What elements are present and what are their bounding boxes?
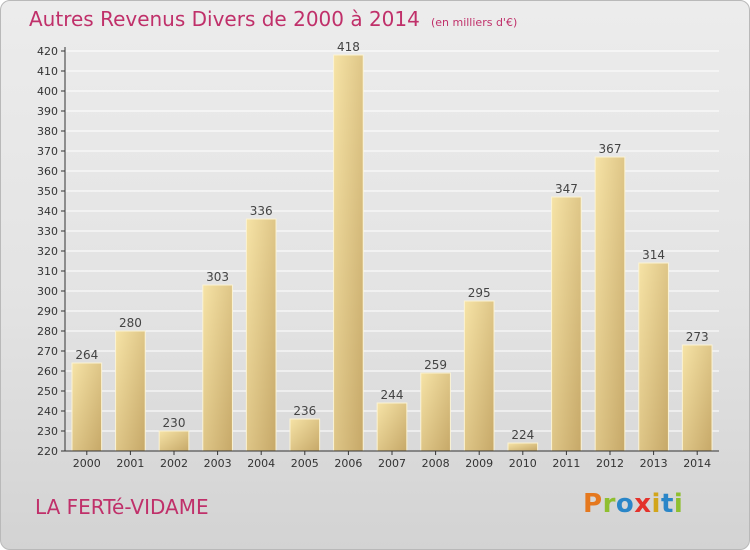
- bar: [420, 372, 451, 452]
- x-tick-label: 2003: [204, 457, 232, 470]
- y-tick-label: 360: [37, 165, 58, 178]
- x-axis: 2000 2001 2002 2003 2004 2005 2006 2007 2008 2009…: [65, 450, 719, 470]
- logo-letter: r: [602, 489, 616, 519]
- bar: [158, 430, 190, 452]
- bar-value-label: 230: [163, 416, 186, 430]
- x-tick-label: 2007: [378, 457, 406, 470]
- bar: [376, 402, 408, 452]
- bar: [71, 362, 103, 452]
- bar-value-label: 244: [381, 388, 404, 402]
- y-tick-label: 350: [37, 185, 58, 198]
- y-tick-label: 370: [37, 145, 58, 158]
- bar: [638, 262, 669, 452]
- logo-letter: P: [583, 489, 603, 519]
- bar: [681, 344, 713, 452]
- bar-value-label: 264: [75, 348, 98, 362]
- y-tick-label: 270: [37, 345, 58, 358]
- bar-value-label: 336: [250, 204, 273, 218]
- bar-value-label: 367: [599, 142, 622, 156]
- bar-value-label: 303: [206, 270, 229, 284]
- bar-value-label: 314: [642, 248, 665, 262]
- y-tick-label: 250: [37, 385, 58, 398]
- bar: [594, 156, 626, 452]
- y-tick-label: 220: [37, 445, 58, 458]
- bars: 264 280 230 303 336 236 418 244 259 295 224 347 367 3…: [71, 40, 713, 452]
- y-tick-label: 320: [37, 245, 58, 258]
- y-tick-label: 400: [37, 85, 58, 98]
- bar: [507, 442, 539, 452]
- bar-value-label: 347: [555, 182, 578, 196]
- x-tick-label: 2010: [509, 457, 537, 470]
- x-tick-label: 2009: [465, 457, 493, 470]
- x-tick-label: 2000: [73, 457, 101, 470]
- logo-letter: t: [660, 489, 674, 519]
- y-tick-label: 280: [37, 325, 58, 338]
- y-tick-label: 230: [37, 425, 58, 438]
- bar: [245, 218, 277, 452]
- bar-value-label: 418: [337, 40, 360, 54]
- bar: [463, 300, 495, 452]
- y-tick-label: 300: [37, 285, 58, 298]
- x-tick-label: 2008: [422, 457, 450, 470]
- chart-title: Autres Revenus Divers de 2000 à 2014 (en…: [29, 7, 517, 31]
- x-tick-label: 2006: [334, 457, 362, 470]
- y-tick-label: 240: [37, 405, 58, 418]
- logo-letter: i: [673, 489, 684, 519]
- bar-value-label: 224: [511, 428, 534, 442]
- logo-letter: x: [634, 489, 652, 519]
- logo-letter: i: [651, 489, 661, 519]
- y-tick-label: 410: [37, 65, 58, 78]
- chart-title-unit: (en milliers d'€): [430, 16, 518, 29]
- proxiti-logo[interactable]: Proxiti: [583, 489, 683, 519]
- y-tick-label: 310: [37, 265, 58, 278]
- x-tick-label: 2001: [116, 457, 144, 470]
- logo-letter: o: [615, 489, 635, 519]
- x-tick-label: 2014: [683, 457, 711, 470]
- y-tick-label: 290: [37, 305, 58, 318]
- x-tick-label: 2011: [552, 457, 580, 470]
- bar: [115, 330, 146, 452]
- bar: [202, 284, 233, 452]
- y-tick-label: 390: [37, 105, 58, 118]
- x-tick-label: 2005: [291, 457, 319, 470]
- x-tick-label: 2002: [160, 457, 188, 470]
- y-axis: 220 230 240 250 260 270 280 290 300 310 320 330 340 3…: [37, 45, 66, 458]
- y-tick-label: 330: [37, 225, 58, 238]
- y-tick-label: 260: [37, 365, 58, 378]
- y-tick-label: 380: [37, 125, 58, 138]
- bar-value-label: 273: [686, 330, 709, 344]
- bar-value-label: 280: [119, 316, 142, 330]
- bar: [333, 54, 364, 452]
- bar: [551, 196, 582, 452]
- commune-name: LA FERTé-VIDAME: [35, 495, 209, 519]
- y-tick-label: 340: [37, 205, 58, 218]
- bar-value-label: 295: [468, 286, 491, 300]
- x-tick-label: 2012: [596, 457, 624, 470]
- y-tick-label: 420: [37, 45, 58, 58]
- bar-value-label: 259: [424, 358, 447, 372]
- bar: [289, 418, 321, 452]
- x-tick-label: 2013: [640, 457, 668, 470]
- x-tick-label: 2004: [247, 457, 275, 470]
- chart-title-main: Autres Revenus Divers de 2000 à 2014: [29, 7, 420, 31]
- bar-value-label: 236: [293, 404, 316, 418]
